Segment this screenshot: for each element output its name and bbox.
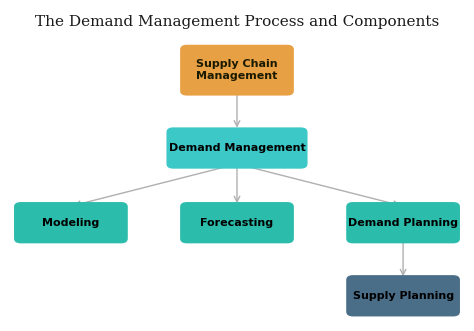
Text: Supply Planning: Supply Planning: [353, 291, 454, 301]
FancyBboxPatch shape: [346, 275, 460, 316]
Text: The Demand Management Process and Components: The Demand Management Process and Compon…: [35, 15, 439, 28]
Text: Supply Chain
Management: Supply Chain Management: [196, 59, 278, 81]
FancyBboxPatch shape: [180, 202, 294, 243]
FancyBboxPatch shape: [14, 202, 128, 243]
Text: Demand Planning: Demand Planning: [348, 218, 458, 228]
FancyBboxPatch shape: [166, 127, 308, 169]
FancyBboxPatch shape: [180, 45, 294, 96]
Text: Modeling: Modeling: [42, 218, 100, 228]
FancyBboxPatch shape: [346, 202, 460, 243]
Text: Forecasting: Forecasting: [201, 218, 273, 228]
Text: Demand Management: Demand Management: [169, 143, 305, 153]
